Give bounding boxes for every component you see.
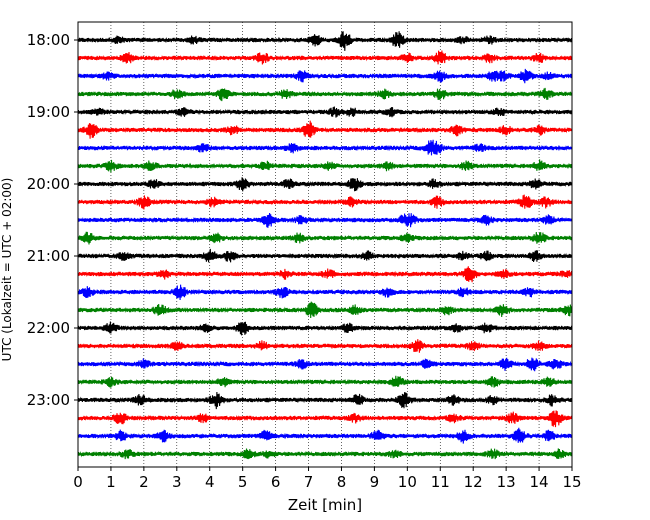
- x-tick-label: 7: [304, 473, 314, 491]
- trace-line: [77, 159, 573, 173]
- trace-line: [77, 212, 573, 228]
- x-axis: 0 1 2 3 4 5 6 7 8 9 10 11 12 13 14 15: [73, 467, 582, 491]
- trace-line: [77, 266, 573, 283]
- trace-line: [77, 357, 573, 372]
- trace-line: [77, 139, 573, 156]
- x-tick-label: 3: [172, 473, 182, 491]
- trace-line: [77, 284, 573, 301]
- trace-line: [77, 177, 573, 192]
- trace-line: [77, 448, 573, 460]
- x-tick-label: 13: [497, 473, 516, 491]
- y-tick-label: 19:00: [27, 103, 70, 121]
- trace-line: [77, 50, 573, 65]
- trace-line: [77, 31, 573, 51]
- x-tick-label: 14: [530, 473, 549, 491]
- x-tick-label: 6: [271, 473, 281, 491]
- x-tick-label: 5: [238, 473, 248, 491]
- x-tick-label: 10: [398, 473, 417, 491]
- x-tick-label: 11: [431, 473, 450, 491]
- trace-line: [77, 391, 573, 410]
- trace-line: [77, 339, 573, 353]
- x-tick-label: 1: [106, 473, 116, 491]
- y-tick-label: 23:00: [27, 391, 70, 409]
- x-grid: [110, 22, 540, 467]
- y-tick-label: 18:00: [27, 31, 70, 49]
- y-tick-label: 22:00: [27, 319, 70, 337]
- y-tick-label: 21:00: [27, 247, 70, 265]
- x-tick-label: 9: [370, 473, 380, 491]
- trace-line: [77, 68, 573, 84]
- x-tick-label: 12: [464, 473, 483, 491]
- trace-line: [77, 301, 573, 319]
- trace-line: [77, 231, 573, 245]
- x-tick-label: 4: [205, 473, 215, 491]
- trace-line: [77, 87, 573, 102]
- trace-line: [77, 106, 573, 118]
- x-tick-label: 0: [73, 473, 83, 491]
- x-tick-label: 2: [139, 473, 149, 491]
- y-axis: 18:00 19:00 20:00 21:00 22:00 23:00: [27, 31, 78, 409]
- y-axis-label: UTC (Lokalzeit = UTC + 02:00): [0, 178, 14, 362]
- trace-line: [77, 194, 573, 210]
- trace-line: [77, 427, 573, 444]
- trace-line: [77, 120, 573, 139]
- traces: [77, 31, 573, 460]
- trace-line: [77, 321, 573, 336]
- y-tick-label: 20:00: [27, 175, 70, 193]
- x-axis-label: Zeit [min]: [288, 496, 362, 514]
- x-tick-label: 8: [337, 473, 347, 491]
- x-tick-label: 15: [562, 473, 581, 491]
- trace-line: [77, 248, 573, 263]
- plot-frame: [77, 21, 573, 468]
- trace-line: [77, 410, 573, 428]
- trace-line: [77, 375, 573, 388]
